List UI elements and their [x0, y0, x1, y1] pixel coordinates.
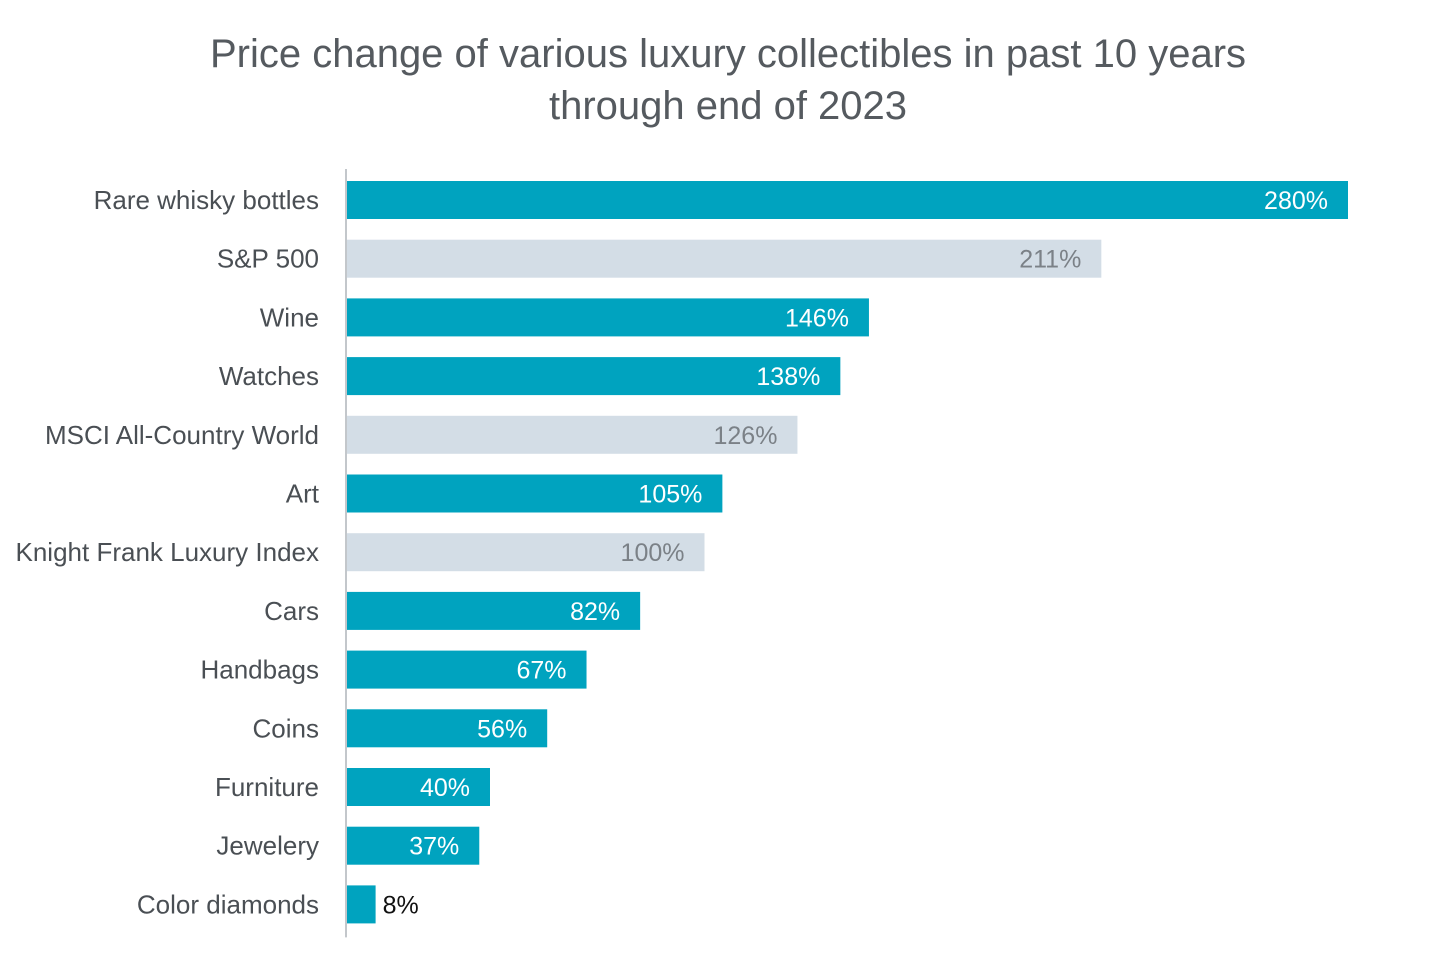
value-label: 67%: [516, 657, 566, 685]
category-label: Handbags: [200, 655, 319, 685]
bar: [347, 298, 869, 337]
value-label: 56%: [477, 715, 527, 743]
category-label: Art: [286, 479, 320, 509]
bars-layer: Rare whisky bottles 280% S&P 500 211% Wine 14…: [16, 181, 1348, 924]
value-label: 280%: [1264, 187, 1328, 215]
category-label: Rare whisky bottles: [94, 185, 319, 215]
bar: [347, 709, 548, 748]
value-label: 126%: [713, 422, 777, 450]
value-label: 82%: [570, 598, 620, 626]
bar: [347, 885, 376, 924]
bar: [347, 650, 587, 689]
category-label: Wine: [260, 302, 319, 332]
bar: [347, 591, 641, 630]
bar: [347, 415, 798, 454]
value-label: 105%: [638, 481, 702, 509]
bar: [347, 768, 490, 806]
category-label: Color diamonds: [137, 889, 319, 919]
bar: [347, 474, 723, 513]
bar: [347, 826, 480, 865]
category-label: Furniture: [215, 772, 319, 802]
category-label: S&P 500: [217, 244, 319, 274]
chart-title: Price change of various luxury collectib…: [0, 28, 1456, 132]
chart-title-line-2: through end of 2023: [548, 84, 908, 128]
category-label: Jewelery: [216, 831, 319, 861]
bar: [347, 239, 1102, 278]
value-label: 138%: [756, 363, 820, 391]
value-label: 146%: [785, 304, 849, 332]
category-label: Watches: [219, 361, 319, 391]
bar: [347, 181, 1348, 219]
category-label: Knight Frank Luxury Index: [16, 537, 320, 567]
category-label: Cars: [264, 596, 319, 626]
bar: [347, 533, 705, 572]
value-label: 100%: [621, 539, 685, 567]
category-label: Coins: [253, 713, 319, 743]
chart-title-line-1: Price change of various luxury collectib…: [209, 32, 1247, 76]
value-label: 8%: [383, 891, 419, 919]
category-label: MSCI All-Country World: [45, 420, 319, 450]
bar: [347, 357, 841, 396]
value-label: 211%: [1019, 246, 1081, 274]
value-label: 40%: [420, 774, 470, 802]
value-label: 37%: [409, 833, 459, 861]
